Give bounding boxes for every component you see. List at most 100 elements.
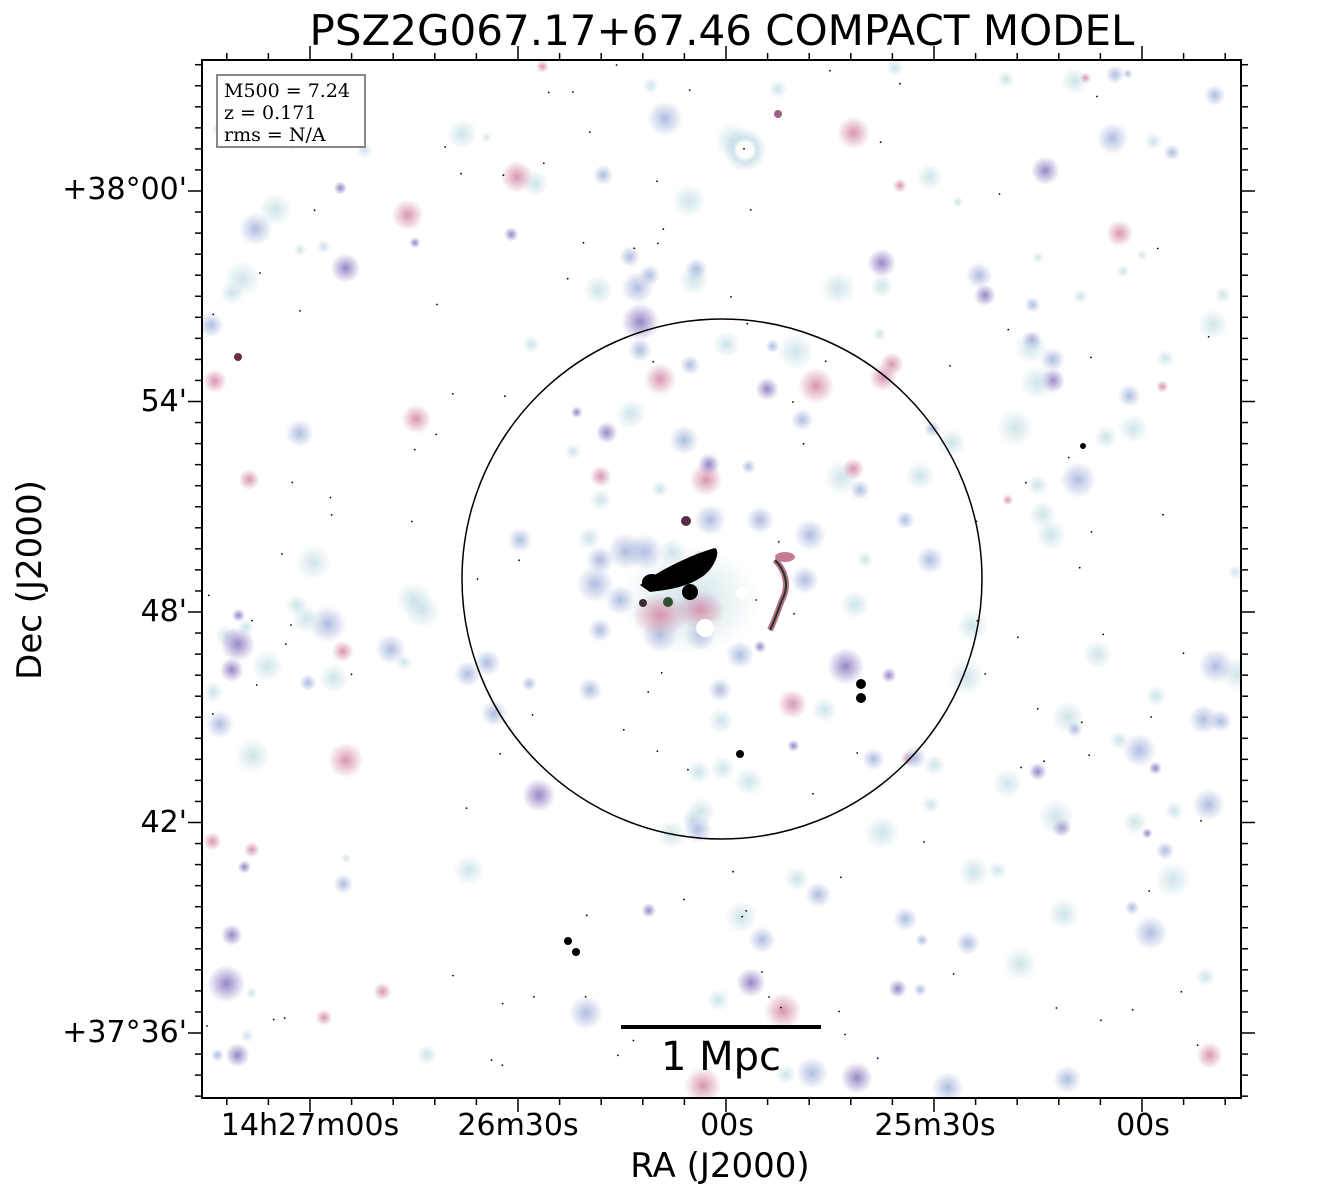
radio-source-blob	[202, 681, 224, 703]
radio-source-blob	[1145, 685, 1167, 707]
noise-speck	[1090, 531, 1093, 533]
xtick-label: 00s	[1116, 1108, 1170, 1143]
radio-source-blob	[924, 420, 941, 437]
radio-source-blob	[697, 453, 720, 476]
radio-source-blob	[1082, 639, 1113, 669]
radio-source-blob	[827, 647, 865, 685]
noise-speck	[284, 643, 287, 645]
radio-source-blob	[375, 634, 406, 665]
radio-source-blob	[328, 742, 364, 778]
radio-source-blob	[340, 853, 352, 864]
radio-source-blob	[245, 987, 258, 1000]
noise-speck	[251, 619, 253, 622]
radio-source-blob	[207, 964, 246, 1003]
radio-source-blob	[997, 70, 1015, 89]
noise-speck	[504, 395, 506, 398]
noise-speck	[490, 1059, 493, 1061]
radio-source-blob	[628, 338, 652, 362]
radio-source-blob	[680, 355, 700, 375]
noise-speck	[1131, 1008, 1134, 1011]
radio-source-blob	[416, 1044, 438, 1065]
radio-source-blob	[316, 239, 331, 255]
radio-source-blob	[202, 312, 224, 338]
radio-source-blob	[748, 926, 776, 954]
radio-source-blob	[1136, 249, 1148, 261]
radio-source-blob	[1154, 861, 1191, 898]
noise-speck	[1180, 990, 1183, 993]
radio-source-blob	[777, 689, 808, 719]
radio-source-blob	[1118, 413, 1149, 444]
radio-source-blob	[811, 697, 838, 723]
noise-speck	[1007, 328, 1010, 331]
radio-source-blob	[713, 330, 741, 358]
radio-source-blob	[913, 983, 927, 997]
radio-source-blob	[1032, 251, 1044, 264]
radio-source-blob	[243, 841, 260, 858]
noise-speck	[777, 541, 780, 543]
radio-source-blob	[1003, 947, 1037, 981]
noise-speck	[1088, 754, 1091, 757]
noise-speck	[1096, 95, 1098, 98]
radio-source-blob	[768, 79, 788, 99]
radio-source-blob	[862, 748, 885, 771]
noise-speck	[212, 313, 215, 316]
radio-source-blob	[221, 924, 243, 946]
radio-source-blob	[988, 860, 1007, 880]
radio-source-blob	[1053, 1065, 1082, 1094]
noise-speck	[207, 594, 210, 597]
radio-source-blob	[504, 227, 519, 242]
radio-source-blob	[1020, 365, 1055, 400]
radio-source-blob	[725, 900, 758, 934]
radio-source-blob	[1214, 286, 1232, 304]
radio-source-blob	[202, 369, 227, 393]
noise-speck	[1162, 513, 1164, 516]
radio-source-blob	[647, 100, 683, 137]
noise-speck	[812, 792, 814, 795]
radio-source-blob	[373, 982, 392, 1001]
noise-speck	[518, 559, 520, 562]
noise-speck	[732, 870, 734, 873]
noise-speck	[1078, 566, 1081, 569]
radio-source-blob	[923, 754, 946, 776]
info-m500: M500 = 7.24	[224, 80, 351, 102]
radio-source-blob	[577, 526, 602, 551]
radio-source-blob	[333, 873, 354, 894]
radio-source-blob	[650, 480, 669, 498]
radio-source-blob	[965, 262, 993, 289]
noise-speck	[476, 578, 479, 580]
radio-source-blob	[621, 302, 660, 341]
radio-source-blob	[787, 739, 800, 752]
noise-speck	[531, 714, 534, 716]
radio-source-blob	[391, 199, 424, 231]
radio-source-blob	[642, 77, 660, 95]
noise-speck	[1080, 721, 1083, 724]
noise-speck	[585, 914, 588, 917]
radio-source-blob	[872, 327, 887, 342]
noise-speck	[746, 322, 749, 325]
radio-source-blob	[892, 178, 908, 193]
noise-speck	[856, 752, 859, 754]
cluster-core-emission	[234, 110, 1086, 956]
radio-source-blob	[564, 443, 582, 460]
noise-speck	[1055, 1007, 1058, 1009]
radio-source-blob	[536, 60, 549, 73]
radio-source-blob	[798, 367, 835, 404]
ytick-label: +38°00'	[62, 172, 187, 207]
radio-source-blob	[237, 618, 255, 636]
radio-source-blob	[850, 480, 870, 500]
noise-speck	[923, 841, 925, 843]
radio-source-blob	[231, 608, 246, 623]
radio-source-blob	[840, 1061, 873, 1094]
info-redshift: z = 0.171	[224, 102, 317, 124]
noise-speck	[876, 1057, 879, 1060]
radio-source-blob	[1080, 72, 1092, 84]
radio-source-blob	[404, 592, 441, 629]
radio-source-blob	[318, 663, 349, 694]
noise-speck	[533, 996, 535, 998]
radio-source-blob	[955, 931, 980, 956]
radio-source-blob	[258, 193, 293, 227]
noise-speck	[542, 162, 545, 165]
radio-source-blob	[916, 163, 943, 191]
radio-source-blob	[331, 640, 354, 663]
radio-source-blob	[1031, 156, 1060, 185]
